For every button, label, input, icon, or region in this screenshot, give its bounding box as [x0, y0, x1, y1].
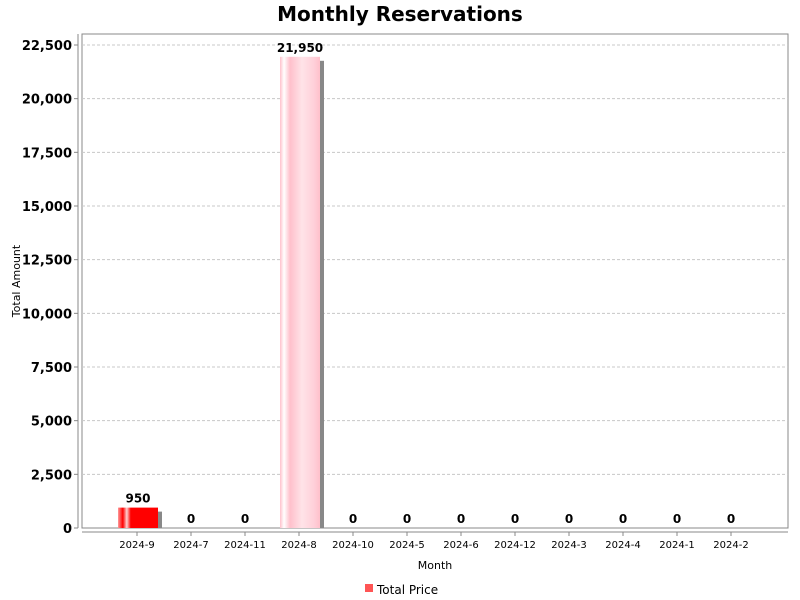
y-axis: 0 2,500 5,000 7,500 10,000 12,500 15,000 17,500… — [22, 34, 79, 537]
y-tick-label: 22,500 — [22, 39, 72, 54]
y-axis-title: Total Amount — [10, 244, 23, 318]
bar-value-label: 0 — [349, 512, 357, 526]
x-tick-label: 2024-10 — [332, 540, 374, 551]
x-tick-label: 2024-11 — [224, 540, 266, 551]
x-tick-label: 2024-7 — [173, 540, 208, 551]
bar — [118, 507, 158, 528]
grid-lines — [82, 44, 788, 475]
bar-value-label: 0 — [241, 512, 249, 526]
y-tick-label: 15,000 — [22, 200, 72, 215]
bar-value-label: 0 — [565, 512, 573, 526]
bar-value-label: 0 — [187, 512, 195, 526]
x-tick-label: 2024-9 — [119, 540, 154, 551]
bar-value-label: 0 — [619, 512, 627, 526]
bar-value-label: 0 — [511, 512, 519, 526]
bar — [280, 56, 320, 528]
bar-value-label: 0 — [673, 512, 681, 526]
bar-value-label: 0 — [727, 512, 735, 526]
legend: Total Price — [365, 583, 438, 597]
bar-value-label: 950 — [125, 492, 150, 506]
bar-value-label: 0 — [403, 512, 411, 526]
y-tick-label: 0 — [63, 522, 72, 537]
legend-label: Total Price — [376, 583, 438, 597]
x-tick-label: 2024-2 — [713, 540, 748, 551]
y-tick-label: 17,500 — [22, 146, 72, 161]
y-tick-label: 5,000 — [31, 415, 72, 430]
x-tick-label: 2024-12 — [494, 540, 536, 551]
chart-title: Monthly Reservations — [277, 2, 523, 26]
x-tick-label: 2024-8 — [281, 540, 316, 551]
x-axis-title: Month — [418, 559, 453, 572]
bars: 950 0 0 21,950 0 0 0 0 0 0 0 0 — [118, 41, 735, 528]
y-tick-label: 10,000 — [22, 307, 72, 322]
y-tick-label: 2,500 — [31, 468, 72, 483]
plot-area — [81, 33, 789, 529]
x-tick-label: 2024-4 — [605, 540, 640, 551]
x-axis: 2024-9 2024-7 2024-11 2024-8 2024-10 2024-5 20… — [82, 531, 788, 551]
y-tick-label: 12,500 — [22, 254, 72, 269]
x-tick-label: 2024-3 — [551, 540, 586, 551]
legend-swatch — [365, 584, 373, 592]
bar-value-label: 21,950 — [277, 41, 323, 55]
bar-value-label: 0 — [457, 512, 465, 526]
y-tick-label: 20,000 — [22, 93, 72, 108]
x-tick-label: 2024-6 — [443, 540, 478, 551]
x-tick-label: 2024-1 — [659, 540, 694, 551]
y-tick-label: 7,500 — [31, 361, 72, 376]
x-tick-label: 2024-5 — [389, 540, 424, 551]
